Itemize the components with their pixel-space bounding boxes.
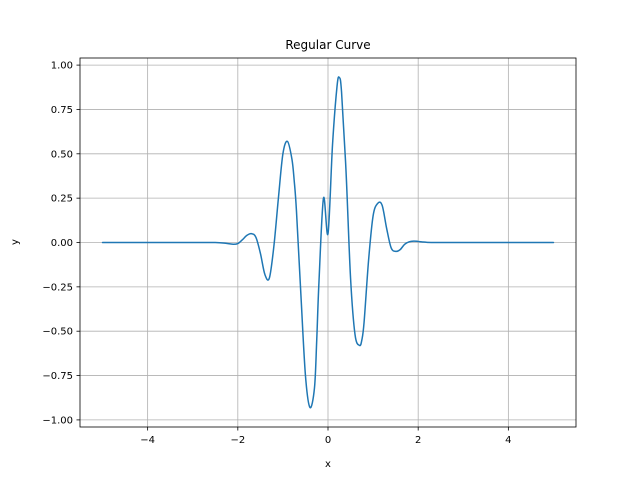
x-tick-label: −4: [140, 435, 155, 446]
y-tick-label: −0.75: [42, 371, 73, 382]
x-tick-label: −2: [230, 435, 245, 446]
chart-title: Regular Curve: [285, 38, 370, 52]
x-axis-ticks: −4 −2 0 2 4: [140, 427, 512, 446]
series-line: [101, 76, 555, 409]
y-tick-label: −1.00: [42, 415, 73, 426]
y-tick-label: −0.25: [42, 282, 73, 293]
x-tick-label: 2: [415, 435, 421, 446]
x-tick-label: 0: [325, 435, 331, 446]
plot-area-frame: [79, 57, 577, 428]
y-tick-label: 0.00: [51, 238, 73, 249]
x-axis-label: x: [325, 459, 331, 470]
y-tick-label: 1.00: [51, 61, 73, 72]
y-axis-ticks: −1.00 −0.75 −0.50 −0.25 0.00 0.25 0.50 0.75 1.00: [42, 61, 80, 426]
y-tick-label: 0.25: [51, 194, 73, 205]
x-tick-label: 4: [505, 435, 511, 446]
y-tick-label: −0.50: [42, 327, 73, 338]
y-tick-label: 0.50: [51, 149, 73, 160]
y-tick-label: 0.75: [51, 105, 73, 116]
y-axis-label: y: [10, 239, 21, 245]
